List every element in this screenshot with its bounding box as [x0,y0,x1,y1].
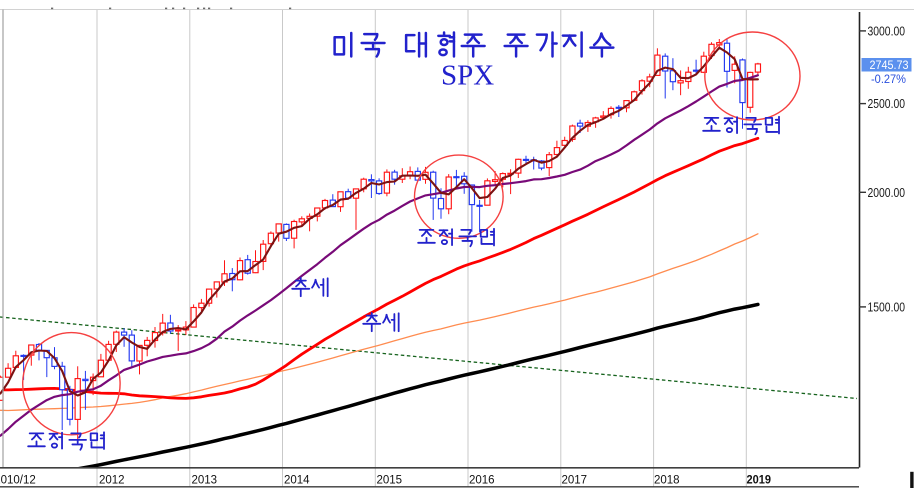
svg-text:2000.00: 2000.00 [868,185,906,200]
svg-text:2013: 2013 [192,475,218,487]
svg-text:2019: 2019 [747,475,772,487]
svg-text:2015: 2015 [377,475,403,487]
svg-text:2018: 2018 [654,475,680,487]
svg-text:1500.00: 1500.00 [868,300,906,315]
svg-text:2010/12: 2010/12 [0,475,36,487]
svg-text:2012: 2012 [99,475,125,487]
svg-text:2017: 2017 [562,475,588,487]
svg-text:2745.73: 2745.73 [870,58,909,72]
svg-text:2500.00: 2500.00 [868,96,906,111]
svg-text:2016: 2016 [469,475,495,487]
svg-text:3000.00: 3000.00 [868,24,906,39]
svg-text:-0.27%: -0.27% [871,72,906,86]
svg-text:2014: 2014 [284,475,310,487]
svg-text:SPX: SPX [441,59,494,91]
